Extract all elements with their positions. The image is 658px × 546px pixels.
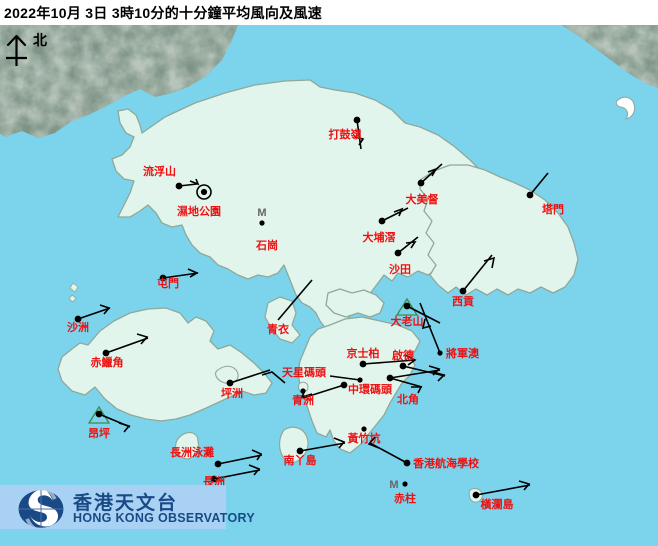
- svg-text:北: 北: [33, 32, 47, 48]
- svg-text:大老山: 大老山: [391, 314, 424, 328]
- svg-text:香港航海學校: 香港航海學校: [412, 456, 480, 470]
- svg-text:流浮山: 流浮山: [143, 164, 176, 178]
- svg-text:青洲: 青洲: [292, 393, 314, 407]
- svg-text:北角: 北角: [397, 392, 419, 406]
- svg-text:橫瀾島: 橫瀾島: [481, 497, 514, 511]
- svg-text:啟德: 啟德: [392, 348, 414, 362]
- svg-text:屯門: 屯門: [157, 276, 179, 290]
- svg-text:沙洲: 沙洲: [67, 321, 89, 334]
- svg-text:塔門: 塔門: [542, 202, 564, 216]
- svg-text:長洲泳灘: 長洲泳灘: [170, 445, 214, 459]
- svg-text:京士柏: 京士柏: [347, 346, 380, 360]
- svg-text:西貢: 西貢: [452, 295, 474, 308]
- svg-text:大美督: 大美督: [406, 192, 439, 206]
- svg-text:將軍澳: 將軍澳: [446, 346, 480, 360]
- svg-text:昂坪: 昂坪: [88, 427, 110, 440]
- svg-text:石崗: 石崗: [255, 238, 278, 252]
- svg-text:大埔滘: 大埔滘: [363, 230, 396, 244]
- svg-text:天星碼頭: 天星碼頭: [282, 366, 327, 379]
- svg-text:M: M: [389, 479, 398, 491]
- svg-text:赤柱: 赤柱: [394, 491, 416, 505]
- svg-text:南丫島: 南丫島: [284, 453, 317, 467]
- svg-text:打鼓嶺: 打鼓嶺: [329, 127, 362, 141]
- svg-text:沙田: 沙田: [389, 263, 411, 276]
- svg-text:M: M: [257, 207, 266, 219]
- svg-text:中環碼頭: 中環碼頭: [348, 382, 393, 396]
- svg-text:濕地公園: 濕地公園: [177, 204, 221, 218]
- svg-text:赤鱲角: 赤鱲角: [91, 355, 124, 369]
- svg-text:青衣: 青衣: [267, 322, 290, 336]
- svg-text:黃竹坑: 黃竹坑: [347, 431, 381, 445]
- svg-text:坪洲: 坪洲: [221, 387, 243, 400]
